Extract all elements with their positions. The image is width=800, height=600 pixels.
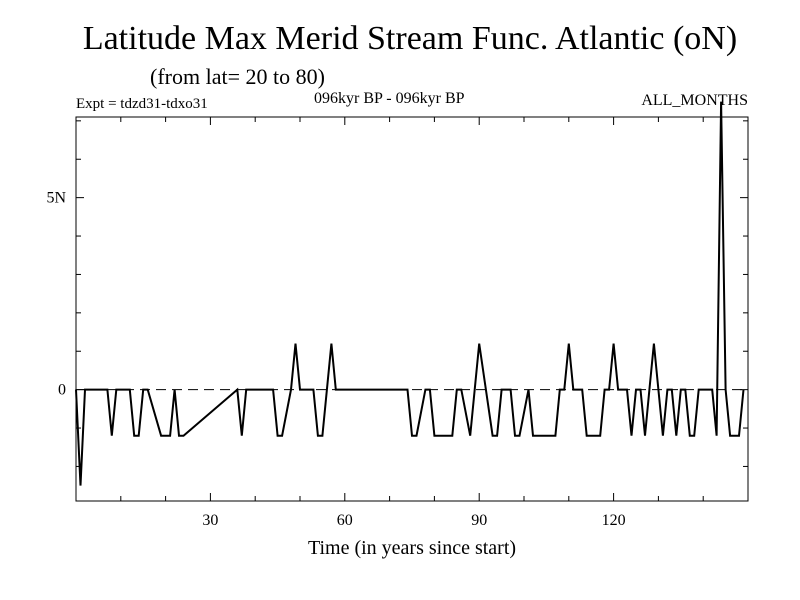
x-tick-label: 30: [202, 512, 218, 529]
axis-ticks: [76, 117, 748, 501]
y-tick-label: 0: [58, 382, 66, 399]
experiment-label: Expt = tdzd31-tdxo31: [76, 96, 208, 112]
x-tick-label: 90: [471, 512, 487, 529]
chart-title: Latitude Max Merid Stream Func. Atlantic…: [82, 20, 738, 57]
chart-subtitle: (from lat= 20 to 80): [150, 64, 325, 89]
x-axis-title: Time (in years since start): [308, 537, 516, 559]
series-group: [75, 101, 745, 486]
x-tick-label: 120: [602, 512, 626, 529]
plot-frame: [75, 116, 749, 502]
period-label: 096kyr BP - 096kyr BP: [314, 90, 465, 107]
x-tick-label: 60: [337, 512, 353, 529]
series-line-latitude_max: [75, 101, 745, 486]
y-tick-label: 5N: [46, 190, 66, 207]
axis-tick-labels: 30 60 90 120 0 5N: [46, 190, 625, 529]
